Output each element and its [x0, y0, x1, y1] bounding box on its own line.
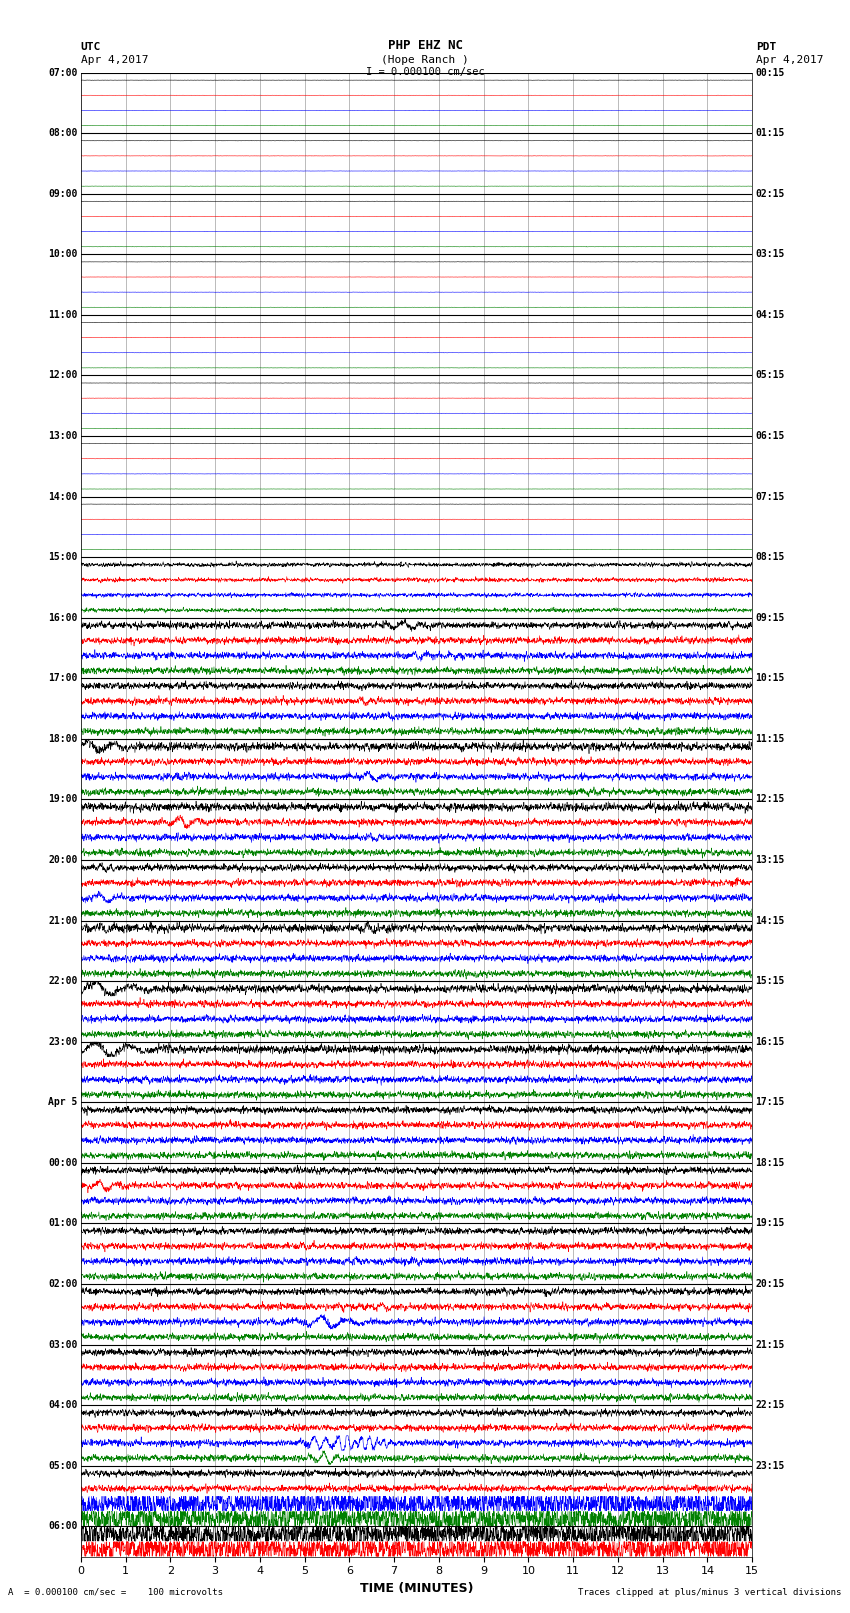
Text: 07:15: 07:15	[756, 492, 785, 502]
Text: 14:00: 14:00	[48, 492, 77, 502]
Text: 03:00: 03:00	[48, 1339, 77, 1350]
Text: 06:15: 06:15	[756, 431, 785, 440]
Text: PDT: PDT	[756, 42, 777, 52]
Text: 10:00: 10:00	[48, 250, 77, 260]
Text: 12:00: 12:00	[48, 371, 77, 381]
Text: 09:00: 09:00	[48, 189, 77, 198]
Text: 16:00: 16:00	[48, 613, 77, 623]
Text: 16:15: 16:15	[756, 1037, 785, 1047]
Text: 13:00: 13:00	[48, 431, 77, 440]
Text: 21:00: 21:00	[48, 916, 77, 926]
Text: UTC: UTC	[81, 42, 101, 52]
Text: 15:15: 15:15	[756, 976, 785, 986]
Text: PHP EHZ NC: PHP EHZ NC	[388, 39, 462, 52]
Text: 00:15: 00:15	[756, 68, 785, 77]
Text: 12:15: 12:15	[756, 795, 785, 805]
Text: 10:15: 10:15	[756, 673, 785, 684]
Text: A  = 0.000100 cm/sec =    100 microvolts: A = 0.000100 cm/sec = 100 microvolts	[8, 1587, 224, 1597]
Text: I = 0.000100 cm/sec: I = 0.000100 cm/sec	[366, 68, 484, 77]
Text: Traces clipped at plus/minus 3 vertical divisions: Traces clipped at plus/minus 3 vertical …	[578, 1587, 842, 1597]
Text: 15:00: 15:00	[48, 552, 77, 563]
Text: 20:15: 20:15	[756, 1279, 785, 1289]
Text: 04:00: 04:00	[48, 1400, 77, 1410]
Text: 01:00: 01:00	[48, 1218, 77, 1229]
Text: Apr 4,2017: Apr 4,2017	[756, 55, 824, 65]
Text: 05:15: 05:15	[756, 371, 785, 381]
Text: Apr 4,2017: Apr 4,2017	[81, 55, 148, 65]
Text: 19:15: 19:15	[756, 1218, 785, 1229]
Text: 11:15: 11:15	[756, 734, 785, 744]
Text: 23:00: 23:00	[48, 1037, 77, 1047]
Text: 09:15: 09:15	[756, 613, 785, 623]
Text: 00:00: 00:00	[48, 1158, 77, 1168]
Text: 04:15: 04:15	[756, 310, 785, 319]
Text: 18:15: 18:15	[756, 1158, 785, 1168]
Text: 23:15: 23:15	[756, 1461, 785, 1471]
Text: 22:15: 22:15	[756, 1400, 785, 1410]
Text: 18:00: 18:00	[48, 734, 77, 744]
Text: 17:00: 17:00	[48, 673, 77, 684]
Text: 21:15: 21:15	[756, 1339, 785, 1350]
Text: 03:15: 03:15	[756, 250, 785, 260]
Text: 08:15: 08:15	[756, 552, 785, 563]
Text: 02:00: 02:00	[48, 1279, 77, 1289]
Text: Apr 5: Apr 5	[48, 1097, 77, 1107]
Text: (Hope Ranch ): (Hope Ranch )	[381, 55, 469, 65]
Text: 20:00: 20:00	[48, 855, 77, 865]
Text: 19:00: 19:00	[48, 795, 77, 805]
Text: 11:00: 11:00	[48, 310, 77, 319]
Text: 07:00: 07:00	[48, 68, 77, 77]
Text: 01:15: 01:15	[756, 127, 785, 139]
X-axis label: TIME (MINUTES): TIME (MINUTES)	[360, 1582, 473, 1595]
Text: 08:00: 08:00	[48, 127, 77, 139]
Text: 13:15: 13:15	[756, 855, 785, 865]
Text: 05:00: 05:00	[48, 1461, 77, 1471]
Text: 22:00: 22:00	[48, 976, 77, 986]
Text: 17:15: 17:15	[756, 1097, 785, 1107]
Text: 02:15: 02:15	[756, 189, 785, 198]
Text: 14:15: 14:15	[756, 916, 785, 926]
Text: 06:00: 06:00	[48, 1521, 77, 1531]
